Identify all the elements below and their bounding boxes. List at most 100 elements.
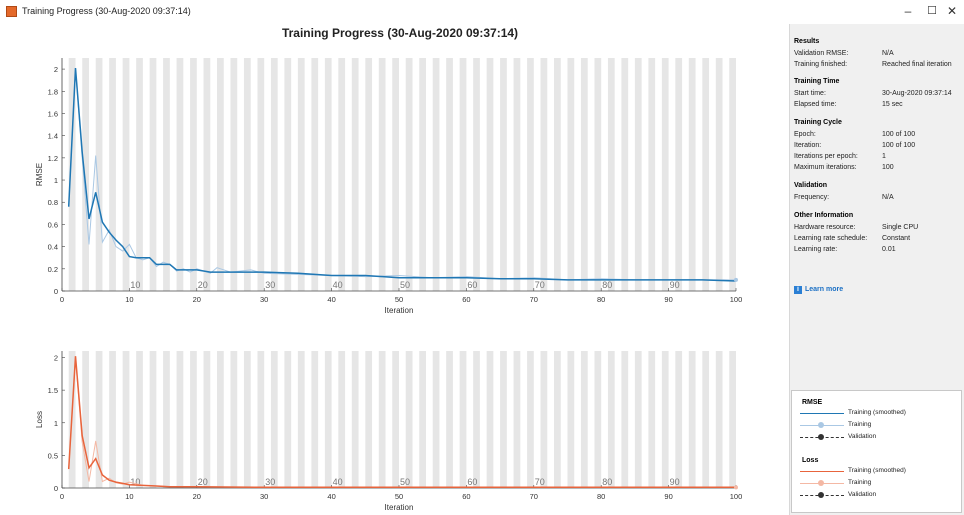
x-tick-label: 60 [462, 492, 470, 501]
epoch-stripe [702, 58, 709, 291]
x-tick-label: 90 [664, 295, 672, 304]
legend-loss-smoothed-label: Training (smoothed) [848, 467, 906, 474]
x-axis-label: Iteration [385, 306, 414, 315]
start-time-value: 30-Aug-2020 09:37:14 [882, 90, 952, 97]
epoch-stripe [190, 351, 197, 488]
maximum-iterations-value: 100 [882, 164, 894, 171]
epoch-stripe [406, 58, 413, 291]
window-title-bar: Training Progress (30-Aug-2020 09:37:14)… [0, 0, 964, 24]
epoch-stripe [190, 58, 197, 291]
maximize-button[interactable]: ☐ [924, 4, 940, 18]
epoch-stripe [621, 351, 628, 488]
learn-more-label: Learn more [805, 286, 843, 293]
x-tick-label: 90 [664, 492, 672, 501]
epoch-stripe [648, 351, 655, 488]
epoch-label: 20 [198, 477, 208, 487]
elapsed-time-label: Elapsed time: [794, 101, 836, 108]
epoch-stripe [244, 58, 251, 291]
epoch-stripe [689, 58, 696, 291]
epoch-stripe [500, 58, 507, 291]
epoch-label: 60 [467, 280, 477, 290]
y-tick-label: 1.6 [48, 109, 58, 118]
y-tick-label: 1 [54, 176, 58, 185]
epoch-stripe [487, 58, 494, 291]
epoch-label: 40 [333, 280, 343, 290]
legend-loss-training-swatch [800, 483, 844, 484]
epoch-label: Epoch: [794, 131, 816, 138]
frequency-value: N/A [882, 194, 894, 201]
epoch-label: 40 [333, 477, 343, 487]
legend-loss-validation-label: Validation [848, 491, 876, 498]
learning-rate-schedule-label: Learning rate schedule: [794, 235, 867, 242]
epoch-label: 80 [602, 280, 612, 290]
epoch-stripe [608, 58, 615, 291]
epoch-stripe [298, 58, 305, 291]
elapsed-time-value: 15 sec [882, 101, 903, 108]
minimize-button[interactable]: – [900, 4, 916, 18]
epoch-stripe [271, 58, 278, 291]
epoch-stripe [675, 351, 682, 488]
x-tick-label: 50 [395, 295, 403, 304]
legend-rmse-validation-swatch [800, 437, 844, 438]
x-tick-label: 30 [260, 492, 268, 501]
epoch-stripe [500, 351, 507, 488]
y-tick-label: 0.5 [48, 451, 58, 460]
legend-loss-validation-swatch [800, 495, 844, 496]
close-button[interactable]: ✕ [944, 4, 960, 18]
epoch-stripe [716, 58, 723, 291]
epoch-label: 30 [265, 280, 275, 290]
epoch-value: 100 of 100 [882, 131, 915, 138]
x-tick-label: 40 [327, 295, 335, 304]
legend-rmse-smoothed-label: Training (smoothed) [848, 409, 906, 416]
x-tick-label: 30 [260, 295, 268, 304]
epoch-stripe [662, 351, 669, 488]
legend-rmse-smoothed-swatch [800, 413, 844, 414]
x-tick-label: 10 [125, 295, 133, 304]
legend-loss-training-label: Training [848, 479, 871, 486]
maximum-iterations-label: Maximum iterations: [794, 164, 857, 171]
legend-marker [818, 492, 824, 498]
epoch-stripe [109, 351, 116, 488]
epoch-stripe [325, 58, 332, 291]
epoch-stripe [446, 58, 453, 291]
epoch-label: 50 [400, 280, 410, 290]
learning-rate-label: Learning rate: [794, 246, 837, 253]
epoch-label: 60 [467, 477, 477, 487]
epoch-stripe [257, 58, 264, 291]
epoch-stripe [635, 58, 642, 291]
epoch-label: 50 [400, 477, 410, 487]
x-axis-label: Iteration [385, 503, 414, 512]
epoch-stripe [473, 351, 480, 488]
frequency-label: Frequency: [794, 194, 829, 201]
learn-more-link[interactable]: i Learn more [794, 286, 843, 294]
epoch-stripe [244, 351, 251, 488]
legend-loss-smoothed-swatch [800, 471, 844, 472]
epoch-stripe [554, 58, 561, 291]
y-tick-label: 0.4 [48, 243, 58, 252]
results-heading: Results [794, 38, 819, 45]
x-tick-label: 10 [125, 492, 133, 501]
epoch-stripe [621, 58, 628, 291]
y-tick-label: 1.2 [48, 154, 58, 163]
epoch-stripe [298, 351, 305, 488]
epoch-stripe [365, 351, 372, 488]
validation-rmse-label: Validation RMSE: [794, 50, 848, 57]
legend-loss-heading: Loss [802, 457, 818, 464]
x-tick-label: 40 [327, 492, 335, 501]
epoch-stripe [729, 351, 736, 488]
epoch-stripe [284, 351, 291, 488]
hardware-resource-label: Hardware resource: [794, 224, 855, 231]
validation-heading: Validation [794, 182, 827, 189]
epoch-stripe [635, 351, 642, 488]
x-tick-label: 70 [530, 492, 538, 501]
epoch-stripe [514, 351, 521, 488]
epoch-stripe [163, 351, 170, 488]
y-tick-label: 1 [54, 419, 58, 428]
epoch-stripe [365, 58, 372, 291]
epoch-stripe [433, 58, 440, 291]
validation-rmse-value: N/A [882, 50, 894, 57]
y-tick-label: 0 [54, 287, 58, 296]
y-tick-label: 0.8 [48, 198, 58, 207]
epoch-stripe [419, 58, 426, 291]
epoch-stripe [675, 58, 682, 291]
